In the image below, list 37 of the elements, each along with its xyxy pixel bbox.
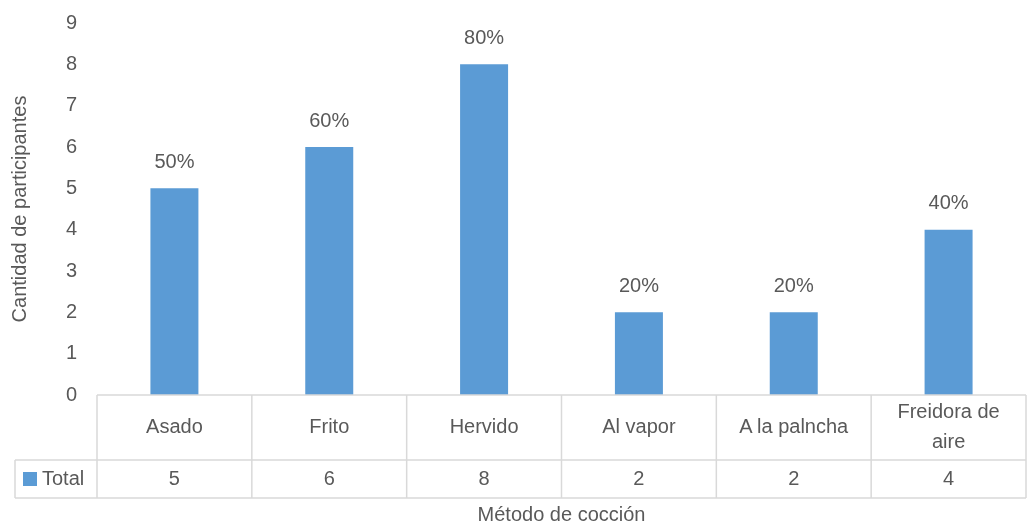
annotation: 20% <box>618 273 660 296</box>
x-tick-label: Frito <box>309 415 350 438</box>
data-label: 5 <box>168 466 180 489</box>
y-tick-label: 7 <box>65 93 77 116</box>
bar <box>769 312 818 395</box>
annotation: 50% <box>154 149 195 172</box>
x-tick-label: Hervido <box>449 415 519 438</box>
y-tick-label: 4 <box>65 217 77 240</box>
y-tick-label: 1 <box>65 341 77 364</box>
x-tick-label: Freidora de aire <box>897 400 1000 453</box>
data-label: 8 <box>478 466 490 489</box>
x-tick-label: Asado <box>146 415 203 438</box>
data-label: 6 <box>323 466 335 489</box>
y-tick-label: 8 <box>65 51 77 74</box>
bar <box>924 229 973 395</box>
annotation: 20% <box>773 273 814 296</box>
data-label: 2 <box>788 466 800 489</box>
x-tick-label: Al vapor <box>602 415 676 438</box>
y-tick-label: 5 <box>65 175 77 198</box>
annotation: 40% <box>928 191 969 214</box>
bar <box>150 188 199 395</box>
y-tick-label: 6 <box>65 134 77 157</box>
y-axis-title: Cantidad de participantes <box>7 95 30 323</box>
y-tick-label: 9 <box>65 10 77 33</box>
x-tick-label: A la palncha <box>739 415 850 438</box>
data-label: 4 <box>943 466 955 489</box>
y-tick-label: 0 <box>65 382 77 405</box>
legend-label: Total <box>42 466 85 489</box>
data-label: 2 <box>633 466 645 489</box>
annotation: 80% <box>464 25 505 48</box>
bar <box>460 64 509 395</box>
x-axis-title: Método de cocción <box>477 502 646 525</box>
bar <box>305 147 354 395</box>
y-tick-label: 3 <box>65 258 77 281</box>
y-tick-label: 2 <box>65 299 77 322</box>
bar <box>614 312 663 395</box>
annotation: 60% <box>309 108 350 131</box>
